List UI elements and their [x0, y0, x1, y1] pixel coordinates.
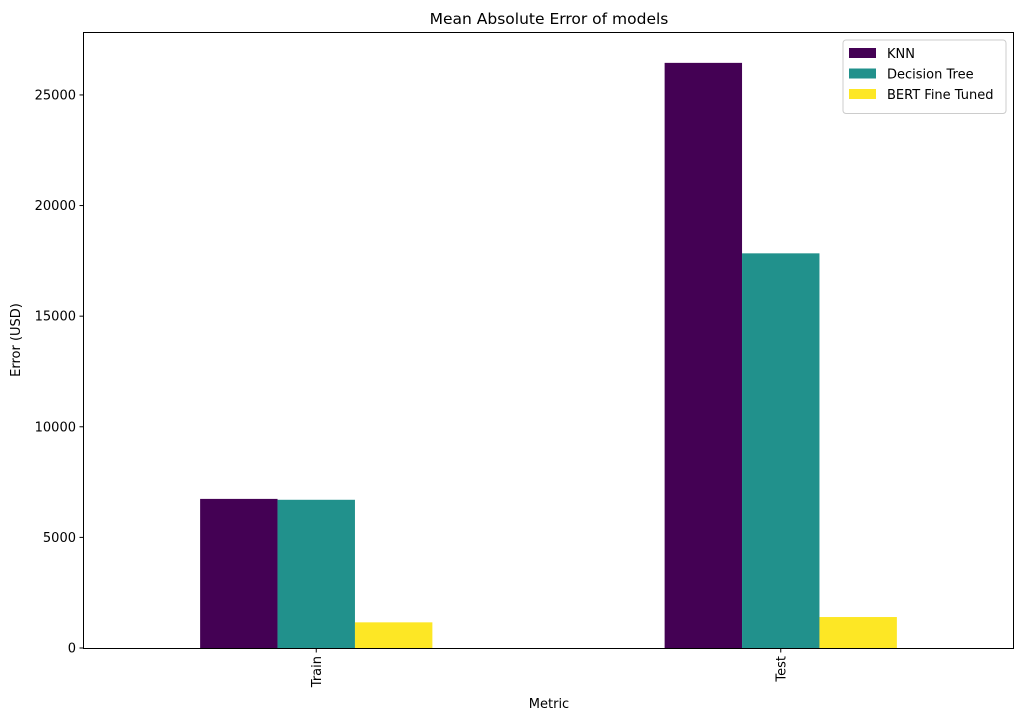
bar-knn-train	[200, 498, 278, 648]
bar-decision-tree-test	[742, 253, 820, 648]
bar-bert-fine-tuned-train	[354, 622, 433, 648]
y-tick-label: 0	[68, 642, 76, 657]
bar-bert-fine-tuned-test	[819, 617, 897, 648]
y-tick-label: 25000	[35, 88, 76, 103]
y-axis: 0 5000 10000 15000 20000 25000	[35, 88, 84, 657]
legend-box	[842, 39, 1007, 114]
legend-swatch	[849, 68, 876, 79]
y-tick-label: 10000	[35, 420, 76, 435]
bars-group	[200, 62, 897, 648]
y-tick-label: 15000	[35, 310, 76, 325]
x-axis-label: Metric	[529, 697, 569, 712]
x-tick-label: Train	[310, 656, 325, 688]
y-axis-label: Error (USD)	[9, 303, 24, 377]
x-axis: Train Test	[310, 648, 789, 688]
bar-decision-tree-train	[277, 499, 355, 648]
plot-frame	[83, 32, 1014, 649]
y-tick-label: 5000	[43, 531, 76, 546]
legend-label: BERT Fine Tuned	[887, 88, 994, 103]
legend-swatch	[849, 48, 876, 58]
bar-knn-test	[664, 62, 743, 648]
legend-swatch	[849, 89, 876, 99]
legend: KNN Decision Tree BERT Fine Tuned	[842, 39, 1007, 114]
x-tick-label: Test	[774, 656, 789, 683]
chart-title: Mean Absolute Error of models	[430, 10, 669, 28]
legend-label: Decision Tree	[887, 68, 974, 83]
y-tick-label: 20000	[35, 199, 76, 214]
legend-label: KNN	[887, 47, 915, 62]
